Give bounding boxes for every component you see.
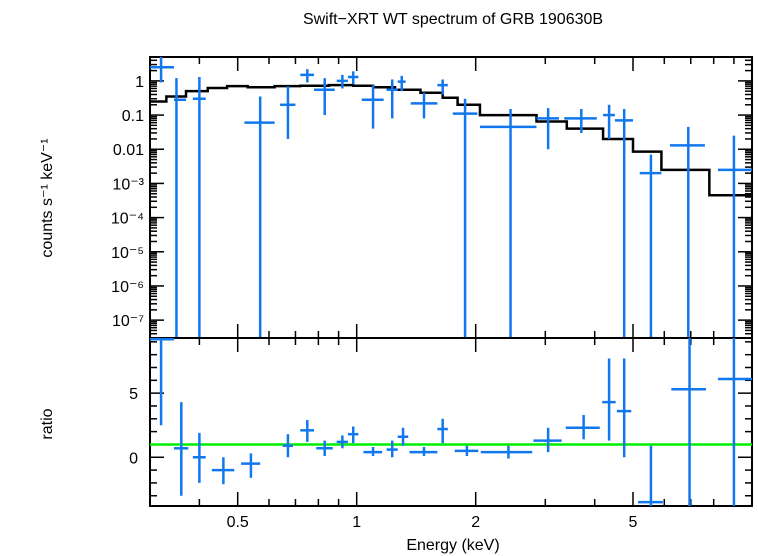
spectrum-panel: 1 0.1 0.01 10⁻³ 10⁻⁴ 10⁻⁵ 10⁻⁶ 10⁻⁷ <box>111 56 753 339</box>
data-point <box>437 79 448 95</box>
ratio-point <box>211 457 235 485</box>
x-tick-label: 1 <box>352 514 361 531</box>
data-point <box>192 76 206 338</box>
ratio-point <box>300 420 315 442</box>
y-tick-label: 10⁻⁵ <box>111 245 144 262</box>
ratio-point <box>282 434 293 458</box>
data-point <box>639 154 662 338</box>
bottom-y-axis-label: ratio <box>39 408 56 439</box>
y-tick-label: 0 <box>129 450 138 467</box>
top-panel-frame <box>149 56 753 339</box>
ratio-point <box>409 447 438 456</box>
data-point <box>669 126 705 338</box>
data-point <box>410 92 438 119</box>
ratio-point <box>602 358 616 441</box>
x-tick-label: 0.5 <box>227 514 249 531</box>
y-tick-label: 10⁻⁴ <box>111 211 144 228</box>
ratio-point <box>150 338 174 426</box>
ratio-point <box>386 440 398 458</box>
data-point <box>314 78 335 116</box>
ratio-point <box>671 338 707 506</box>
data-point <box>173 78 187 338</box>
ratio-point <box>363 447 383 456</box>
data-point <box>452 98 478 338</box>
y-tick-label: 0.01 <box>113 142 144 159</box>
data-point <box>564 109 597 133</box>
data-point <box>614 109 634 338</box>
ratio-point <box>616 358 632 458</box>
ratio-point <box>173 402 189 496</box>
ratio-point <box>638 445 663 506</box>
data-point <box>244 96 275 338</box>
data-point <box>397 75 406 92</box>
chart-title: Swift−XRT WT spectrum of GRB 190630B <box>303 11 603 28</box>
y-tick-label: 10⁻³ <box>112 176 144 193</box>
ratio-point <box>437 418 448 444</box>
x-tick-label: 2 <box>471 514 480 531</box>
ratio-point <box>347 426 359 444</box>
y-tick-label: 0.1 <box>122 108 144 125</box>
data-point <box>479 109 537 338</box>
y-tick-label: 10⁻⁷ <box>112 313 144 330</box>
ratio-point <box>454 445 479 456</box>
data-point <box>603 104 615 139</box>
ratio-point <box>241 453 261 478</box>
data-point <box>536 108 560 150</box>
data-point <box>280 86 296 139</box>
y-tick-label: 5 <box>129 386 138 403</box>
data-point <box>361 85 384 129</box>
data-point <box>150 57 174 83</box>
model-step-line <box>150 83 752 197</box>
x-axis-label: Energy (keV) <box>406 537 499 554</box>
data-point <box>347 71 359 85</box>
y-tick-label: 1 <box>135 74 144 91</box>
y-tick-label: 10⁻⁶ <box>111 279 144 296</box>
ratio-point <box>480 445 533 459</box>
data-point <box>300 69 315 83</box>
ratio-point <box>397 427 409 446</box>
ratio-point <box>565 414 600 440</box>
ratio-point <box>192 432 206 483</box>
top-y-axis-label: counts s⁻¹ keV⁻¹ <box>39 138 56 257</box>
ratio-point <box>533 427 562 453</box>
ratio-point <box>316 440 333 456</box>
bottom-panel-frame <box>149 337 753 507</box>
ratio-point <box>717 338 752 506</box>
data-point <box>336 74 348 89</box>
x-tick-label: 5 <box>629 514 638 531</box>
ratio-point <box>336 435 348 449</box>
ratio-panel: 0.5 1 2 5 0 5 <box>129 337 753 531</box>
data-point <box>717 135 752 338</box>
data-point <box>386 79 398 119</box>
